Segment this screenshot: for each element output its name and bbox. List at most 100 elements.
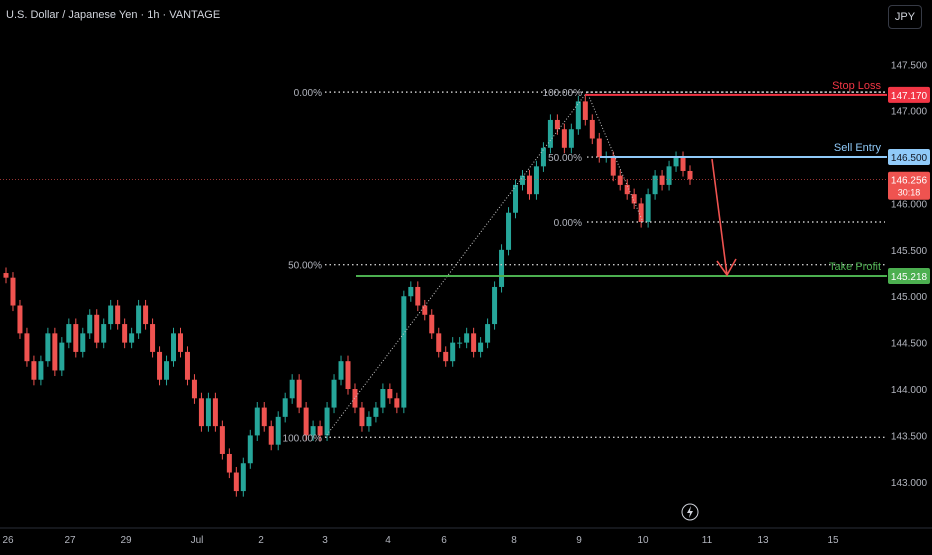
x-tick-label-2: 29 — [120, 535, 132, 546]
y-tick-label-2: 146.000 — [891, 199, 928, 210]
candle-body — [485, 324, 491, 343]
projection-arrow-shaft — [711, 158, 728, 276]
x-tick-label-4: 2 — [258, 535, 264, 546]
fib-big-label-1: 50.00% — [288, 261, 322, 272]
candle-body — [157, 351, 163, 380]
candle-body — [198, 398, 204, 427]
x-tick-label-10: 10 — [637, 535, 649, 546]
x-tick-label-13: 15 — [827, 535, 839, 546]
candle-body — [310, 426, 316, 436]
candle-body — [282, 398, 288, 417]
candle-body — [492, 286, 498, 325]
candle-body — [589, 119, 595, 139]
level-name-entry: Sell Entry — [834, 142, 882, 154]
candle-body — [52, 333, 58, 371]
x-tick-label-1: 27 — [64, 535, 76, 546]
candle-body — [359, 407, 365, 427]
candle-body — [380, 389, 386, 408]
candle-body — [652, 175, 658, 195]
candle-body — [261, 407, 267, 427]
candle-body — [164, 361, 170, 380]
candle-body — [673, 157, 679, 167]
lightning-icon — [681, 503, 699, 521]
candle-body — [17, 305, 23, 334]
candle-body — [373, 407, 379, 417]
price-tag-label-entry: 146.500 — [891, 153, 928, 164]
candle-body — [331, 379, 337, 408]
current-price-label: 146.256 — [891, 176, 928, 187]
candle-body — [547, 119, 553, 148]
candle-body — [540, 147, 546, 167]
price-tag-tp — [888, 268, 930, 285]
currency-button[interactable]: JPY — [888, 5, 922, 29]
candle-body — [659, 175, 665, 185]
x-tick-label-11: 11 — [702, 535, 713, 546]
x-tick-label-7: 6 — [441, 535, 447, 546]
x-tick-label-5: 3 — [322, 535, 328, 546]
fib-small-label-1: 50.00% — [548, 153, 582, 164]
candle-body — [254, 407, 260, 436]
candle-body — [533, 166, 539, 195]
candle-body — [87, 314, 93, 334]
candle-body — [108, 305, 114, 325]
price-tag-entry — [888, 149, 930, 166]
candle-body — [666, 166, 672, 185]
y-tick-label-3: 145.500 — [891, 246, 928, 257]
lightning-bolt-icon — [687, 506, 693, 518]
candle-body — [680, 157, 686, 171]
candle-body — [366, 416, 372, 427]
level-name-tp: Take Profit — [829, 261, 881, 273]
candle-body — [24, 333, 30, 362]
candle-body — [38, 361, 44, 380]
candle-body — [561, 129, 567, 148]
y-tick-label-7: 143.500 — [891, 431, 928, 442]
candle-body — [212, 398, 218, 427]
candle-body — [303, 407, 309, 436]
x-tick-label-8: 8 — [511, 535, 517, 546]
candle-body — [247, 435, 253, 464]
candle-body — [338, 361, 344, 380]
candle-body — [115, 305, 121, 325]
candle-body — [143, 305, 149, 325]
candle-body — [240, 463, 246, 492]
candle-body — [617, 175, 623, 185]
candle-body — [73, 324, 79, 352]
candle-body — [296, 379, 302, 408]
candle-body — [394, 398, 400, 408]
candle-body — [233, 472, 239, 492]
candle-body — [624, 184, 630, 195]
candle-body — [436, 333, 442, 352]
candle-body — [177, 333, 183, 352]
candle-body — [513, 184, 519, 213]
candle-body — [687, 170, 693, 180]
y-tick-label-0: 147.500 — [891, 60, 928, 71]
candle-body — [506, 212, 512, 250]
candle-body — [66, 324, 72, 343]
y-tick-label-8: 143.000 — [891, 478, 928, 489]
candle-body — [582, 101, 588, 120]
price-tag-label-stop: 147.170 — [891, 91, 928, 102]
candle-body — [226, 453, 232, 473]
candle-body — [289, 379, 295, 399]
candle-body — [80, 333, 86, 352]
candle-body — [191, 379, 197, 399]
symbol-title: U.S. Dollar / Japanese Yen · 1h · VANTAG… — [6, 9, 221, 21]
candle-body — [101, 324, 107, 343]
y-tick-label-6: 144.000 — [891, 385, 928, 396]
candle-body — [526, 175, 532, 195]
candle-body — [59, 342, 65, 371]
candle-body — [471, 333, 477, 352]
candle-body — [268, 426, 274, 445]
candle-body — [478, 342, 484, 352]
candle-body — [457, 342, 463, 344]
fib-small-label-2: 0.00% — [554, 218, 582, 229]
candle-body — [184, 351, 190, 380]
candle-body — [150, 324, 156, 352]
candle-body — [422, 305, 428, 315]
candle-body — [554, 119, 560, 130]
level-name-stop: Stop Loss — [832, 80, 881, 92]
fib-small-label-0: 100.00% — [543, 88, 583, 99]
candle-body — [568, 129, 574, 148]
